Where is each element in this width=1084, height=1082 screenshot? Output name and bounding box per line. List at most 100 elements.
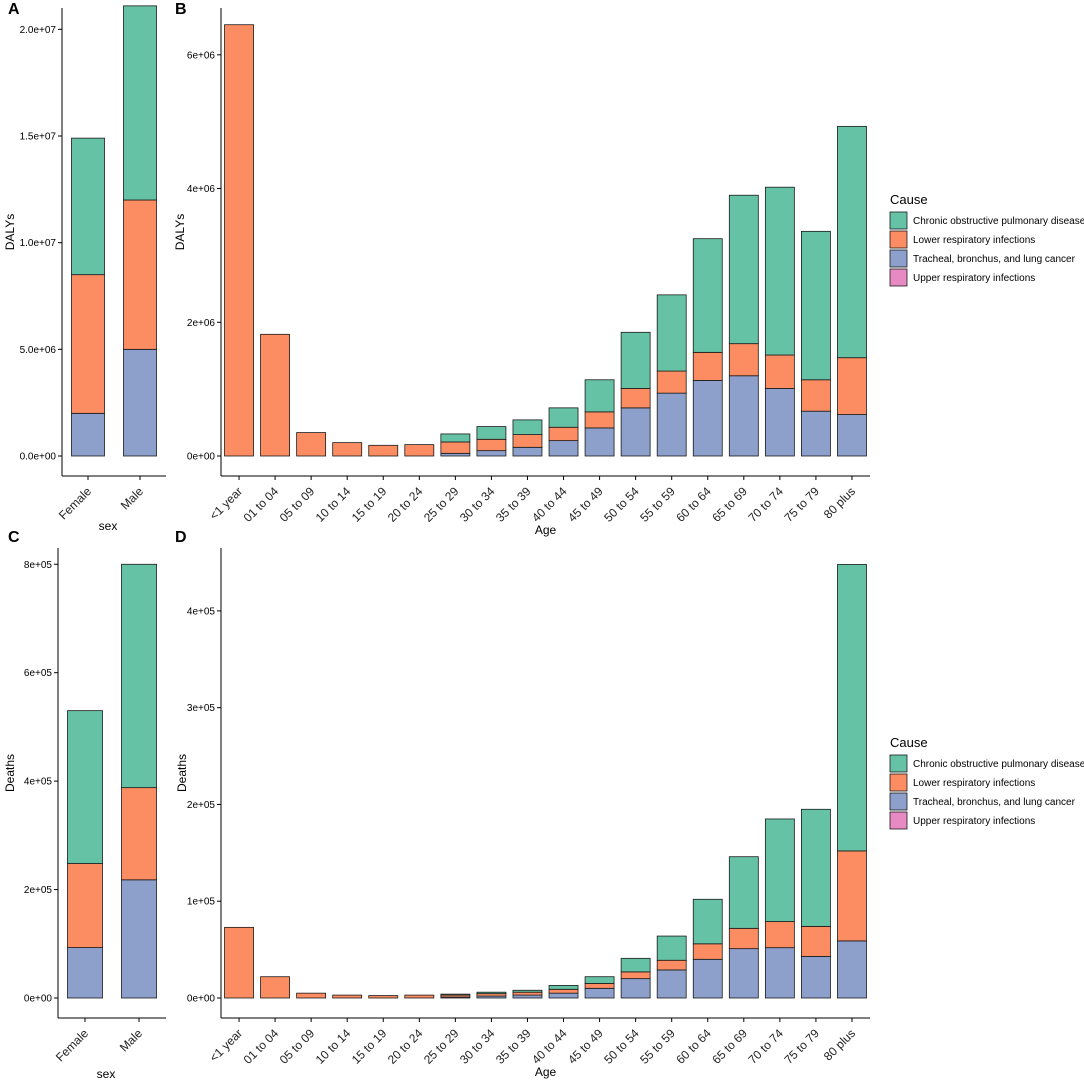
panel-label-d: D [175,529,187,546]
bar-40-to-44-chronic-obstructive-pulmonary-disease [548,985,579,990]
bar-50-to-54-lower-respiratory-infections [620,388,651,409]
bar-70-to-74-lower-respiratory-infections [764,354,795,389]
bar-30-to-34-lower-respiratory-infections [476,438,507,452]
legend-label-upper-respiratory-infections: Upper respiratory infections [913,816,1035,827]
bar-35-to-39-lower-respiratory-infections [512,434,543,448]
panel-a: A 0.0e+00 5.0e+06 1.0e+07 1.5e+07 2.0e+07 Fema… [3,1,166,533]
bar-25-to-29-lower-respiratory-infections [440,441,471,454]
bar-60-to-64-lower-respiratory-infections [692,943,723,960]
bar-50-to-54-chronic-obstructive-pulmonary-disease [620,957,651,973]
bar-10-to-14-lower-respiratory-infections [332,442,363,457]
legend: Cause Chronic obstructive pulmonary disea… [889,735,1084,830]
x-tick-label: 55 to 59 [637,1026,678,1067]
bar-80-plus-chronic-obstructive-pulmonary-disease [837,564,867,852]
bar-male-tracheal-bronchus-and-lung-cancer [121,879,157,999]
y-tick-label: 2e+06 [187,318,216,329]
bar-60-to-64-lower-respiratory-infections [692,351,723,381]
legend-label-lower-respiratory-infections: Lower respiratory infections [913,235,1035,246]
bar-male-tracheal-bronchus-and-lung-cancer [123,348,157,457]
bar-male-chronic-obstructive-pulmonary-disease [123,5,157,201]
bar-60-to-64-tracheal-bronchus-and-lung-cancer [692,380,723,457]
y-tick-label: 0e+00 [187,452,216,463]
x-tick-label: 70 to 74 [745,484,786,525]
bar-70-to-74-tracheal-bronchus-and-lung-cancer [764,388,795,457]
bar-55-to-59-tracheal-bronchus-and-lung-cancer [656,392,687,457]
bar-20-to-24-lower-respiratory-infections [404,994,435,999]
x-tick-label: 50 to 54 [601,484,642,525]
x-tick-label: 05 to 09 [277,1026,318,1067]
x-tick-label: 80 plus [821,1026,858,1063]
bar-65-to-69-lower-respiratory-infections [728,927,759,950]
x-tick-label: 75 to 79 [781,1026,822,1067]
x-tick-label: 65 to 69 [709,484,750,525]
x-tick-label: 20 to 24 [385,1026,426,1067]
bar-1-year-lower-respiratory-infections [224,24,254,457]
bar-65-to-69-chronic-obstructive-pulmonary-disease [728,194,759,345]
y-tick-label: 6e+06 [187,50,216,61]
x-tick-label: 25 to 29 [421,484,462,525]
bar-70-to-74-tracheal-bronchus-and-lung-cancer [764,947,795,999]
bar-50-to-54-tracheal-bronchus-and-lung-cancer [620,978,651,999]
x-tick-label: 10 to 14 [313,484,354,525]
bar-05-to-09-lower-respiratory-infections [296,992,327,999]
bar-60-to-64-chronic-obstructive-pulmonary-disease [692,898,723,945]
y-tick-label: 0e+00 [24,994,53,1005]
x-tick-label: 20 to 24 [385,484,426,525]
bar-75-to-79-tracheal-bronchus-and-lung-cancer [801,410,831,457]
bar-45-to-49-chronic-obstructive-pulmonary-disease [584,976,615,984]
legend-title: Cause [890,735,928,750]
bar-1-year-lower-respiratory-infections [224,926,254,999]
legend-swatch-tracheal-bronchus-and-lung-cancer [889,249,908,268]
legend-label-tracheal-bronchus-and-lung-cancer: Tracheal, bronchus, and lung cancer [913,797,1076,808]
y-tick-label: 2e+05 [187,800,216,811]
y-tick-label: 6e+05 [24,668,53,679]
y-tick-label: 3e+05 [187,703,216,714]
bar-01-to-04-lower-respiratory-infections [260,333,290,457]
bar-25-to-29-chronic-obstructive-pulmonary-disease [440,433,471,443]
x-tick-label: 05 to 09 [277,484,318,525]
y-tick-label: 8e+05 [24,560,53,571]
x-tick-label: 25 to 29 [421,1026,462,1067]
bar-25-to-29-tracheal-bronchus-and-lung-cancer [440,452,471,457]
y-tick-label: 5.0e+06 [20,345,57,356]
bar-45-to-49-tracheal-bronchus-and-lung-cancer [584,987,615,999]
legend-swatch-upper-respiratory-infections [889,268,908,287]
legend-title: Cause [890,192,928,207]
x-tick-label: 45 to 49 [565,484,606,525]
bar-65-to-69-tracheal-bronchus-and-lung-cancer [728,948,759,999]
bar-70-to-74-chronic-obstructive-pulmonary-disease [764,186,795,356]
bar-15-to-19-lower-respiratory-infections [368,995,399,999]
bar-10-to-14-lower-respiratory-infections [332,994,363,999]
bar-40-to-44-tracheal-bronchus-and-lung-cancer [548,440,579,457]
bar-65-to-69-lower-respiratory-infections [728,343,759,377]
bar-01-to-04-lower-respiratory-infections [260,976,290,999]
x-tick-label: <1 year [207,1026,245,1064]
x-axis-title: Age [535,523,557,537]
bar-05-to-09-lower-respiratory-infections [296,432,327,457]
x-tick-label: 70 to 74 [745,1026,786,1067]
bar-40-to-44-lower-respiratory-infections [548,426,579,442]
bar-70-to-74-chronic-obstructive-pulmonary-disease [764,818,795,922]
legend-label-upper-respiratory-infections: Upper respiratory infections [913,273,1035,284]
bar-45-to-49-tracheal-bronchus-and-lung-cancer [584,427,615,457]
bar-80-plus-tracheal-bronchus-and-lung-cancer [837,940,867,999]
bar-40-to-44-chronic-obstructive-pulmonary-disease [548,407,579,428]
bar-80-plus-lower-respiratory-infections [837,850,867,942]
y-tick-label: 4e+05 [24,777,53,788]
bar-50-to-54-lower-respiratory-infections [620,971,651,980]
bar-20-to-24-lower-respiratory-infections [404,444,435,457]
legend-swatch-chronic-obstructive-pulmonary-disease [889,754,908,773]
bar-female-tracheal-bronchus-and-lung-cancer [71,412,105,457]
bar-35-to-39-chronic-obstructive-pulmonary-disease [512,419,543,436]
x-tick-label: 01 to 04 [241,1026,282,1067]
legend: Cause Chronic obstructive pulmonary disea… [889,192,1084,287]
bar-75-to-79-lower-respiratory-infections [801,379,831,412]
x-tick-label: Male [117,1026,146,1055]
x-tick-label: Female [53,1026,91,1064]
bar-30-to-34-chronic-obstructive-pulmonary-disease [476,426,507,440]
bar-60-to-64-chronic-obstructive-pulmonary-disease [692,238,723,353]
bar-75-to-79-tracheal-bronchus-and-lung-cancer [801,955,831,999]
